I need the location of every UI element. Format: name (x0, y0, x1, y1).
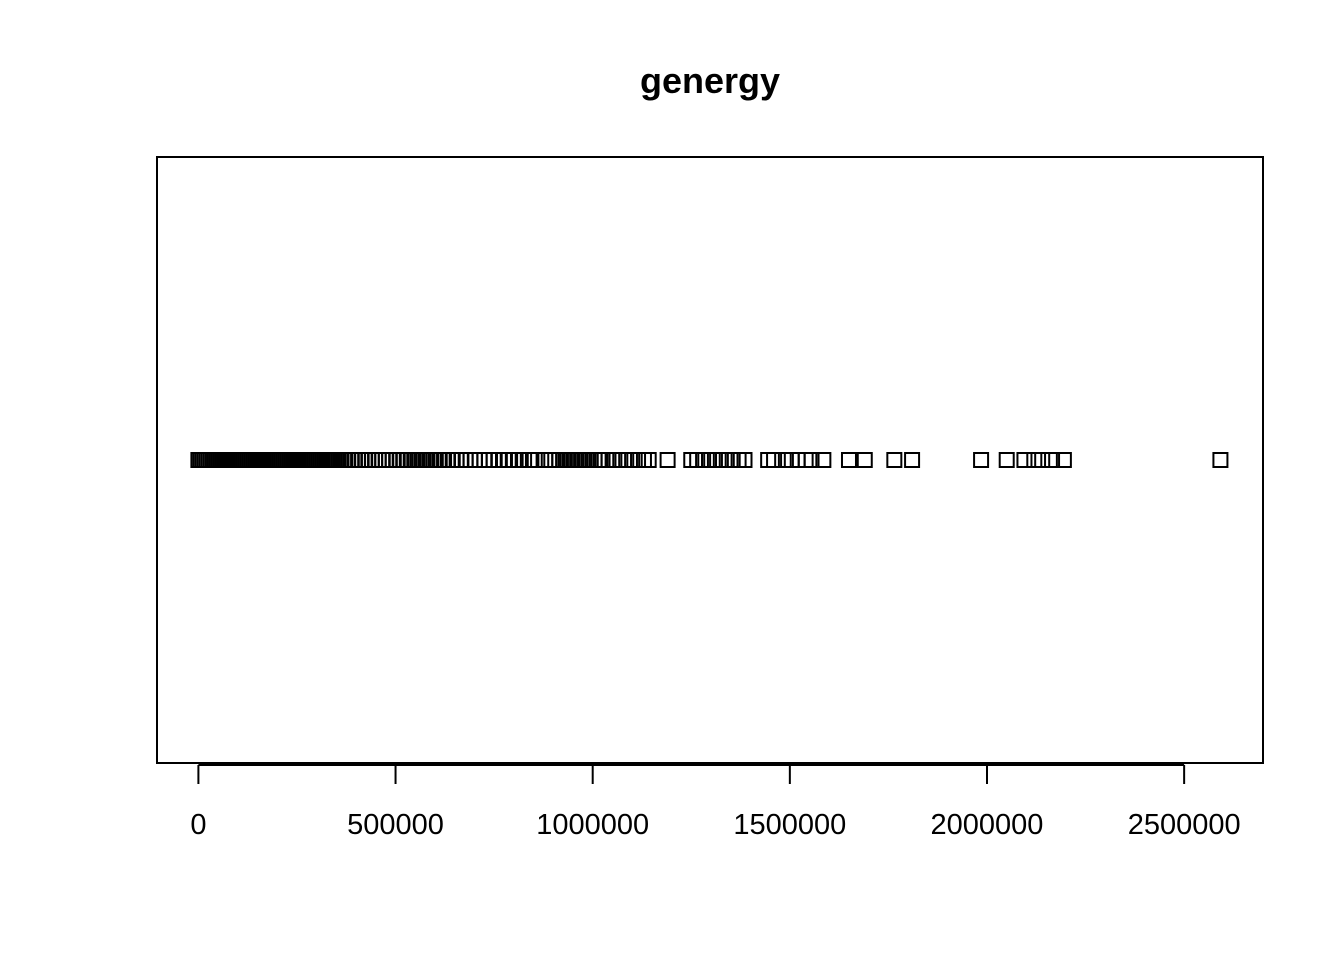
data-point (886, 452, 903, 468)
data-point (537, 452, 554, 468)
data-point (471, 452, 488, 468)
data-point (904, 452, 921, 468)
data-point (766, 452, 783, 468)
data-point (462, 452, 479, 468)
data-point (521, 452, 538, 468)
data-point (736, 452, 753, 468)
data-point (840, 452, 857, 468)
data-point (1044, 452, 1061, 468)
plot-frame (156, 156, 1264, 764)
data-point (510, 452, 527, 468)
data-point (1016, 452, 1033, 468)
data-point (659, 452, 676, 468)
data-point (466, 452, 483, 468)
x-tick-label: 0 (190, 809, 206, 841)
data-point (783, 452, 800, 468)
data-point (815, 452, 832, 468)
data-point (1034, 452, 1051, 468)
data-point (481, 452, 497, 468)
data-point (444, 452, 461, 468)
data-point (500, 452, 517, 468)
data-point (973, 452, 990, 468)
data-point (1212, 452, 1229, 468)
data-point (526, 452, 543, 468)
data-points (190, 452, 1229, 468)
chart-title: genergy (640, 60, 780, 101)
data-point (1055, 452, 1072, 468)
data-point (457, 452, 474, 468)
data-point (495, 452, 512, 468)
x-tick-label: 2000000 (931, 809, 1044, 841)
data-point (803, 452, 820, 468)
x-tick-label: 500000 (347, 809, 444, 841)
data-point (505, 452, 522, 468)
data-point (998, 452, 1015, 468)
x-tick-label: 1500000 (733, 809, 846, 841)
data-point (516, 452, 533, 468)
data-point (476, 452, 493, 468)
data-point (490, 452, 507, 468)
data-point (856, 452, 873, 468)
x-axis-ticks: 0 500000 1000000 1500000 2000000 2500000 (190, 765, 1241, 841)
x-tick-label: 2500000 (1128, 809, 1241, 841)
x-tick-label: 1000000 (536, 809, 649, 841)
data-point (453, 452, 470, 468)
data-point (760, 452, 777, 468)
data-point (640, 452, 657, 468)
data-point (485, 452, 502, 468)
